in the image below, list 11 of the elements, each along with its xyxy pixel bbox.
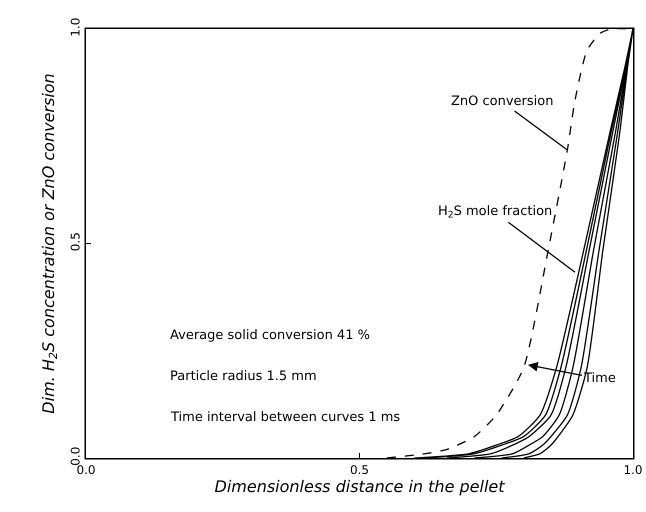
- annotation: Average solid conversion 41 %: [170, 328, 370, 343]
- annotation: Time interval between curves 1 ms: [170, 410, 400, 425]
- annotation: Time: [583, 371, 616, 386]
- y-tick-label: 1.0: [68, 18, 83, 37]
- x-axis-title: Dimensionless distance in the pellet: [214, 476, 506, 496]
- x-tick-label: 1.0: [623, 462, 643, 477]
- annotation: Particle radius 1.5 mm: [170, 369, 317, 384]
- annotation: ZnO conversion: [451, 94, 554, 109]
- y-tick-label: 0.5: [68, 232, 83, 252]
- x-tick-label: 0.5: [350, 462, 370, 477]
- annotation: H$_{2}$S mole fraction: [438, 204, 552, 221]
